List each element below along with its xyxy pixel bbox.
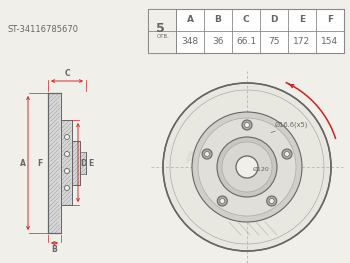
Text: A: A bbox=[20, 159, 26, 168]
Circle shape bbox=[202, 149, 212, 159]
Text: C: C bbox=[64, 69, 70, 78]
Circle shape bbox=[220, 199, 225, 204]
Circle shape bbox=[242, 120, 252, 130]
Text: C: C bbox=[243, 16, 249, 24]
Circle shape bbox=[269, 199, 274, 204]
Circle shape bbox=[163, 83, 331, 251]
Text: 154: 154 bbox=[321, 38, 338, 47]
Text: Ø16.6(x5): Ø16.6(x5) bbox=[271, 122, 308, 133]
Text: 5: 5 bbox=[156, 23, 165, 36]
Circle shape bbox=[64, 134, 70, 139]
Bar bbox=[61, 120, 72, 205]
Bar bbox=[80, 152, 86, 174]
Text: АВТОТРЕЙД: АВТОТРЕЙД bbox=[184, 148, 289, 166]
Text: ST-34116785670: ST-34116785670 bbox=[8, 26, 79, 34]
Circle shape bbox=[64, 151, 70, 156]
Circle shape bbox=[245, 123, 250, 128]
Bar bbox=[148, 9, 344, 53]
Text: ОТВ.: ОТВ. bbox=[157, 33, 170, 38]
Bar bbox=[48, 93, 61, 233]
Text: 348: 348 bbox=[181, 38, 198, 47]
Circle shape bbox=[222, 142, 272, 192]
Text: F: F bbox=[37, 159, 43, 168]
Text: 75: 75 bbox=[268, 38, 280, 47]
Text: E: E bbox=[88, 159, 94, 168]
Circle shape bbox=[217, 137, 277, 197]
Circle shape bbox=[204, 151, 210, 156]
Circle shape bbox=[192, 112, 302, 222]
Circle shape bbox=[198, 118, 296, 216]
Text: 36: 36 bbox=[212, 38, 224, 47]
Text: B: B bbox=[52, 245, 57, 254]
Text: D: D bbox=[80, 159, 86, 168]
Text: D: D bbox=[270, 16, 278, 24]
Text: F: F bbox=[327, 16, 333, 24]
Text: A: A bbox=[187, 16, 194, 24]
Text: 172: 172 bbox=[293, 38, 310, 47]
Circle shape bbox=[267, 196, 277, 206]
Bar bbox=[148, 9, 176, 53]
Circle shape bbox=[217, 196, 227, 206]
Circle shape bbox=[64, 169, 70, 174]
Circle shape bbox=[285, 151, 289, 156]
Text: 66.1: 66.1 bbox=[236, 38, 256, 47]
Text: B: B bbox=[215, 16, 222, 24]
Circle shape bbox=[236, 156, 258, 178]
Text: E: E bbox=[299, 16, 305, 24]
Bar bbox=[72, 141, 80, 185]
Text: Ø120: Ø120 bbox=[253, 166, 270, 171]
Circle shape bbox=[282, 149, 292, 159]
Circle shape bbox=[64, 185, 70, 190]
